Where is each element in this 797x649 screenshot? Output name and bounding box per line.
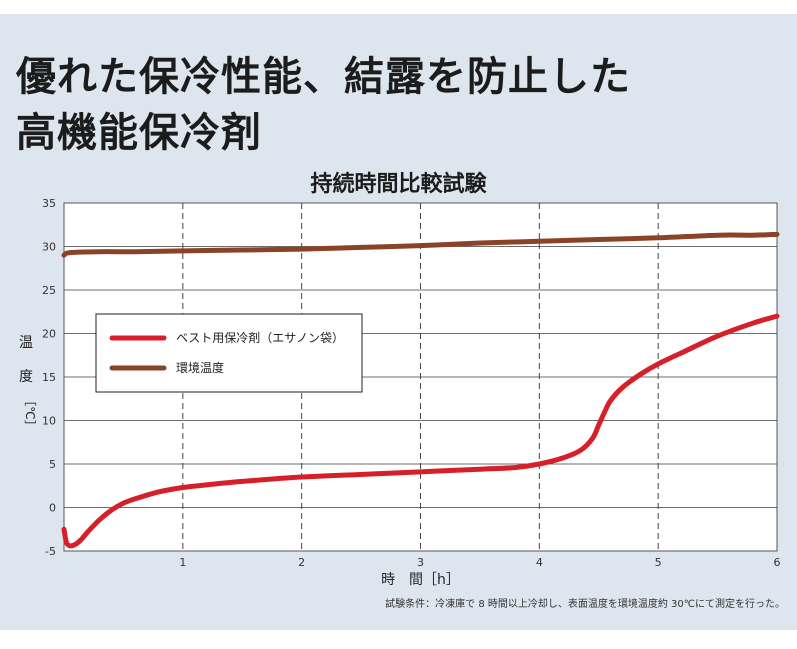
y-axis-label: ［℃］ <box>23 394 37 431</box>
test-conditions-note: 試験条件：冷凍庫で 8 時間以上冷却し、表面温度を環境温度約 30℃にて測定を行… <box>385 599 785 610</box>
legend-label: 環境温度 <box>176 360 224 375</box>
series-line-best-ice-pack <box>61 313 780 549</box>
x-tick-label: 5 <box>655 556 662 569</box>
y-tick-label: 25 <box>42 284 56 297</box>
y-tick-label: 5 <box>49 458 56 471</box>
plot-frame <box>63 202 778 552</box>
x-tick-label: 1 <box>179 556 186 569</box>
y-tick-label: 30 <box>42 241 56 254</box>
legend-box <box>95 313 363 393</box>
y-tick-label: -5 <box>45 545 56 558</box>
y-tick-label: 10 <box>42 415 56 428</box>
x-tick-label: 6 <box>774 556 781 569</box>
x-axis-label: 時 間［h］ <box>381 572 460 588</box>
y-tick-label: 35 <box>42 197 56 210</box>
x-tick-label: 4 <box>536 556 543 569</box>
x-tick-label: 2 <box>298 556 305 569</box>
y-tick-label: 0 <box>49 502 56 515</box>
headline-line-1: 優れた保冷性能、結露を防止した <box>16 54 631 100</box>
series-line-ambient <box>61 231 780 258</box>
y-axis-label: 度 <box>19 369 33 385</box>
headline-line-2: 高機能保冷剤 <box>16 110 262 156</box>
x-tick-label: 3 <box>417 556 424 569</box>
y-tick-label: 15 <box>42 371 56 384</box>
y-tick-label: 20 <box>42 328 56 341</box>
legend-label: ベスト用保冷剤（エサノン袋） <box>176 330 344 345</box>
chart-title: 持続時間比較試験 <box>310 172 487 197</box>
y-axis-label: 温 <box>19 335 33 351</box>
